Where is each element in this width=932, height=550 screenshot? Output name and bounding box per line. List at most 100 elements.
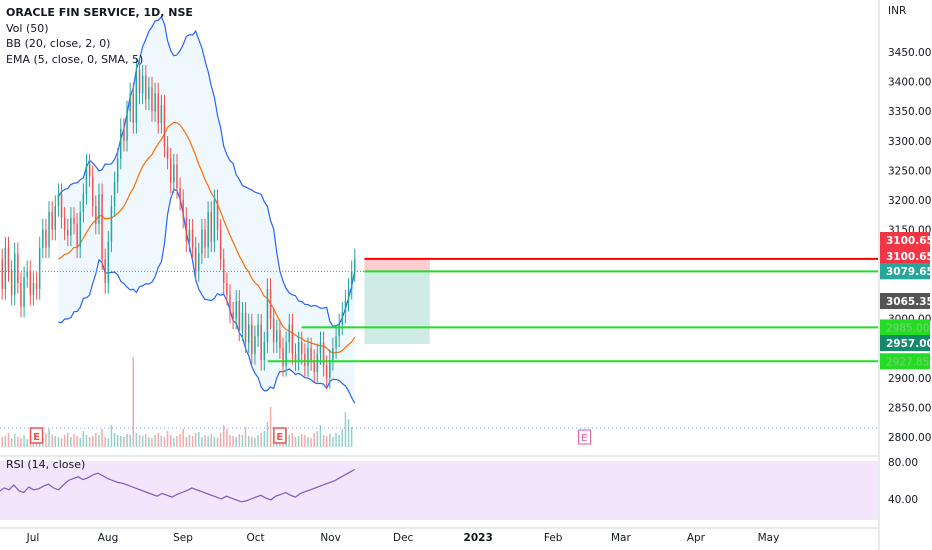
volume-bar: [67, 433, 69, 447]
volume-bar: [254, 438, 256, 447]
indicator-ema: EMA (5, close, 0, SMA, 5): [6, 52, 144, 66]
volume-bar: [57, 437, 60, 447]
volume-bar: [123, 437, 125, 447]
volume-bar: [104, 437, 106, 447]
candle-body: [123, 129, 125, 141]
volume-bar: [238, 434, 241, 447]
candle-body: [148, 87, 150, 100]
volume-bar: [216, 438, 219, 447]
volume-bar: [132, 357, 134, 447]
time-tick-label: Apr: [687, 532, 706, 544]
candle-body: [226, 283, 228, 295]
candle-body: [219, 229, 222, 260]
volume-bar: [219, 433, 222, 447]
candle-body: [113, 182, 116, 206]
volume-bar: [63, 435, 66, 447]
volume-bar: [322, 435, 325, 447]
candle-body: [176, 164, 178, 189]
volume-bar: [213, 437, 216, 447]
volume-bar: [257, 435, 259, 447]
candle-body: [307, 348, 309, 366]
position-stop-zone: [364, 258, 430, 272]
candle-body: [151, 87, 153, 112]
volume-bar: [182, 429, 184, 447]
candle-body: [82, 194, 85, 212]
volume-bar: [79, 438, 81, 447]
time-tick-label: Aug: [98, 532, 119, 544]
candle-body: [179, 188, 181, 200]
candle-body: [304, 354, 306, 366]
candle-body: [126, 111, 128, 141]
volume-bar: [20, 438, 22, 447]
candle-body: [288, 324, 290, 343]
volume-bar: [60, 438, 63, 447]
price-tag-text: 2957.00: [886, 338, 932, 350]
bollinger-band-fill: [58, 16, 355, 404]
candle-body: [154, 93, 156, 112]
rsi-legend: RSI (14, close): [6, 458, 86, 471]
volume-bar: [126, 434, 128, 447]
candle-body: [70, 217, 72, 236]
volume-bar: [173, 438, 175, 447]
candle-body: [116, 158, 119, 183]
candle-body: [182, 200, 184, 218]
volume-bar: [229, 435, 231, 447]
candle-body: [95, 206, 97, 224]
volume-bar: [51, 435, 53, 447]
candle-body: [14, 253, 16, 295]
price-tag: [880, 335, 930, 351]
candle-body: [263, 342, 266, 360]
currency-label: INR: [888, 5, 906, 17]
volume-bar: [251, 437, 253, 447]
candle-body: [341, 312, 343, 325]
candle-body: [32, 283, 35, 295]
candle-body: [322, 342, 325, 366]
candle-body: [145, 75, 147, 100]
symbol-title: ORACLE FIN SERVICE, 1D, NSE: [6, 6, 193, 19]
candle-body: [194, 247, 197, 272]
candle-body: [325, 365, 328, 378]
price-tick-label: 3350.00: [888, 106, 931, 118]
candle-body: [51, 211, 53, 230]
candle-body: [88, 164, 91, 177]
candle-body: [216, 200, 219, 230]
candle-body: [129, 93, 131, 112]
volume-bar: [110, 425, 113, 447]
candle-body: [110, 206, 113, 242]
volume-bar: [347, 419, 350, 447]
volume-bar: [154, 435, 156, 447]
time-tick-label: Oct: [247, 532, 265, 544]
candle-body: [344, 300, 347, 313]
price-tag-text: 3100.65: [886, 251, 932, 263]
candle-body: [85, 164, 88, 195]
time-tick-label: Feb: [544, 532, 563, 544]
volume-bar: [1, 437, 3, 447]
candle-body: [198, 253, 200, 272]
time-tick-label: Sep: [173, 532, 193, 544]
volume-bar: [45, 433, 47, 447]
candle-body: [107, 241, 110, 283]
candle-body: [4, 247, 7, 289]
volume-bar: [107, 438, 110, 447]
volume-bar: [263, 431, 266, 447]
volume-bar: [7, 433, 10, 447]
volume-bar: [17, 437, 19, 447]
candle-body: [338, 324, 340, 337]
volume-bar: [335, 433, 337, 447]
volume-bar: [191, 436, 194, 447]
price-tick-label: 3450.00: [888, 47, 931, 59]
price-tick-label: 2900.00: [888, 373, 931, 385]
future-earnings-marker: [578, 429, 592, 445]
candle-body: [204, 229, 206, 248]
candle-body: [57, 194, 60, 206]
bollinger-basis-line: [58, 121, 356, 354]
volume-bar: [129, 435, 131, 447]
volume-bar: [135, 433, 138, 447]
candle-body: [235, 300, 237, 319]
volume-bar: [92, 436, 94, 447]
volume-bar: [232, 436, 234, 447]
volume-bar: [85, 435, 88, 447]
candle-body: [210, 211, 212, 242]
volume-bar: [201, 437, 203, 447]
